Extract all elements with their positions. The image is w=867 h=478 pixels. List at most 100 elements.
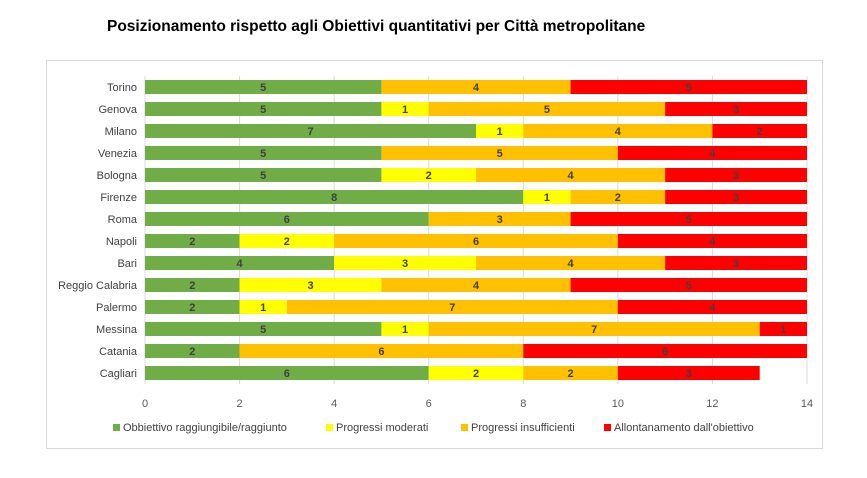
data-label: 1: [260, 302, 266, 314]
bar-segment: [476, 256, 666, 270]
data-label: 3: [733, 170, 739, 182]
bar-segment: [617, 234, 807, 248]
category-label: Firenze: [100, 192, 137, 204]
bar-segment: [476, 124, 524, 138]
legend-label: Allontanamento dall'obiettivo: [614, 422, 754, 434]
data-label: 7: [449, 302, 455, 314]
chart-title: Posizionamento rispetto agli Obiettivi q…: [107, 18, 646, 35]
bar-segment: [381, 80, 571, 94]
bar-segment: [381, 146, 618, 160]
data-label: 6: [284, 214, 290, 226]
data-label: 4: [473, 280, 480, 292]
bar-segment: [523, 344, 807, 358]
category-label: Genova: [98, 104, 137, 116]
data-label: 3: [733, 192, 739, 204]
bar-segment: [523, 190, 571, 204]
data-label: 6: [284, 368, 290, 380]
data-label: 4: [709, 236, 716, 248]
data-label: 5: [260, 324, 266, 336]
category-label: Cagliari: [100, 368, 137, 380]
bar-segment: [428, 102, 666, 116]
x-tick-label: 4: [331, 398, 337, 410]
category-label: Roma: [108, 214, 138, 226]
bar-segment: [145, 344, 240, 358]
category-label: Venezia: [98, 148, 138, 160]
bar-segment: [381, 322, 429, 336]
bar-segment: [145, 256, 335, 270]
bar-segment: [428, 212, 571, 226]
bar-segment: [617, 146, 807, 160]
data-label: 8: [331, 192, 337, 204]
data-label: 2: [426, 170, 432, 182]
category-label: Milano: [105, 126, 137, 138]
bar-segment: [476, 168, 666, 182]
bar-segment: [617, 366, 760, 380]
data-label: 7: [307, 126, 313, 138]
bar-segment: [665, 256, 807, 270]
data-label: 2: [189, 236, 195, 248]
bar-segment: [145, 278, 240, 292]
data-label: 7: [591, 324, 597, 336]
bar-segment: [523, 124, 713, 138]
bar-segment: [381, 168, 476, 182]
legend-label: Obbiettivo raggiungibile/raggiunto: [123, 422, 287, 434]
bar-segment: [334, 256, 476, 270]
category-label: Bologna: [97, 170, 138, 182]
data-label: 5: [260, 170, 266, 182]
x-tick-label: 0: [142, 398, 148, 410]
data-label: 5: [260, 148, 266, 160]
bar-segment: [239, 300, 287, 314]
data-label: 5: [260, 82, 266, 94]
data-label: 1: [544, 192, 550, 204]
data-label: 2: [473, 368, 479, 380]
legend-label: Progressi moderati: [336, 422, 428, 434]
x-tick-label: 6: [426, 398, 432, 410]
bar-segment: [381, 278, 571, 292]
data-label: 5: [497, 148, 503, 160]
legend-swatch: [113, 424, 120, 431]
x-tick-label: 14: [801, 398, 813, 410]
data-label: 2: [757, 126, 763, 138]
category-label: Torino: [107, 82, 137, 94]
category-label: Bari: [117, 258, 137, 270]
bar-segment: [145, 124, 476, 138]
bar-segment: [523, 366, 618, 380]
data-label: 6: [473, 236, 479, 248]
bar-segment: [617, 300, 807, 314]
bar-segment: [145, 300, 240, 314]
data-label: 3: [733, 258, 739, 270]
data-label: 1: [497, 126, 503, 138]
legend-swatch: [604, 424, 611, 431]
data-label: 2: [568, 368, 574, 380]
data-label: 2: [189, 280, 195, 292]
data-label: 5: [686, 214, 692, 226]
bar-segment: [145, 190, 524, 204]
data-label: 1: [402, 324, 408, 336]
bar-segment: [759, 322, 807, 336]
legend-label: Progressi insufficienti: [471, 422, 575, 434]
data-label: 1: [402, 104, 408, 116]
bar-segment: [381, 102, 429, 116]
bar-segment: [145, 234, 240, 248]
data-label: 4: [473, 82, 480, 94]
category-label: Catania: [99, 346, 138, 358]
x-tick-label: 2: [237, 398, 243, 410]
data-label: 4: [615, 126, 622, 138]
data-label: 3: [686, 368, 692, 380]
bar-segment: [665, 190, 807, 204]
x-tick-label: 8: [520, 398, 526, 410]
data-label: 5: [260, 104, 266, 116]
bar-segment: [570, 80, 807, 94]
bar-segment: [570, 212, 807, 226]
bar-segment: [286, 300, 618, 314]
data-label: 5: [686, 280, 692, 292]
bar-segment: [239, 278, 382, 292]
category-label: Palermo: [96, 302, 137, 314]
data-label: 2: [615, 192, 621, 204]
bar-segment: [570, 278, 807, 292]
data-label: 2: [189, 346, 195, 358]
bar-segment: [665, 102, 807, 116]
x-tick-label: 10: [612, 398, 624, 410]
category-label: Reggio Calabria: [58, 280, 138, 292]
